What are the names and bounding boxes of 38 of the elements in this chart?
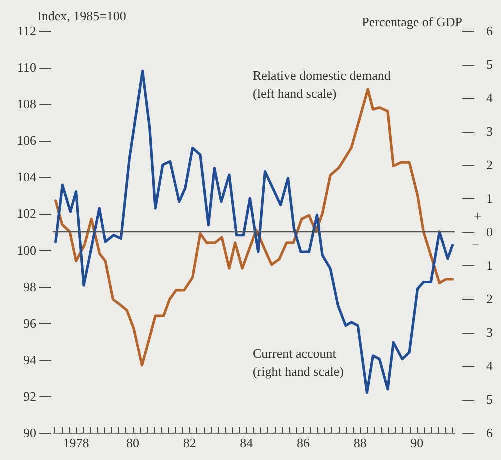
y-tick-label: 96: [24, 316, 37, 331]
y2-tick-label: 0: [486, 224, 493, 240]
text: −: [472, 238, 480, 253]
text: +: [474, 210, 482, 225]
y2-tick-label: 3: [486, 124, 493, 139]
y2-tick-label: 4: [486, 358, 494, 374]
y2-tick-label: 5: [486, 392, 493, 407]
x-tick-label: 84: [240, 436, 254, 450]
y-tick-label: 102: [17, 206, 36, 222]
y-tick-label: 94: [24, 352, 37, 368]
x-tick-label: 88: [354, 436, 367, 450]
y-tick-label: 92: [24, 388, 36, 404]
x-tick-label: 82: [183, 436, 196, 450]
y-tick-label: 100: [17, 242, 36, 258]
y2-axis-title: Percentage of GDP: [362, 14, 462, 30]
y-tick-label: 90: [24, 426, 36, 440]
x-tick-label: 90: [410, 436, 424, 450]
series-label: Relative domestic demand (left hand scale): [253, 68, 392, 101]
y2-tick-label: 4: [486, 90, 494, 106]
y-tick-label: 112: [17, 24, 36, 38]
y2-tick-label: 5: [486, 57, 493, 72]
y2-tick-label: 3: [486, 325, 493, 340]
x-tick-label: 86: [297, 436, 311, 450]
y2-tick-label: 6: [486, 426, 494, 440]
y-tick-label: 98: [24, 279, 36, 294]
y-axis-title: Index, 1985=100: [38, 8, 126, 24]
y2-tick-label: 6: [486, 24, 494, 38]
y-tick-label: 108: [17, 96, 36, 112]
y2-tick-label: 1: [486, 258, 493, 273]
series-label: Current account (right hand scale): [253, 346, 344, 379]
y2-tick-label: 2: [486, 158, 493, 172]
y2-tick-label: 2: [486, 292, 493, 306]
y-tick-label: 106: [17, 133, 37, 148]
y2-tick-label: 1: [486, 191, 493, 206]
x-tick-label: 80: [126, 436, 140, 450]
y-tick-label: 104: [17, 170, 37, 185]
x-tick-label: 1978: [63, 436, 90, 450]
y-tick-label: 110: [17, 60, 36, 76]
